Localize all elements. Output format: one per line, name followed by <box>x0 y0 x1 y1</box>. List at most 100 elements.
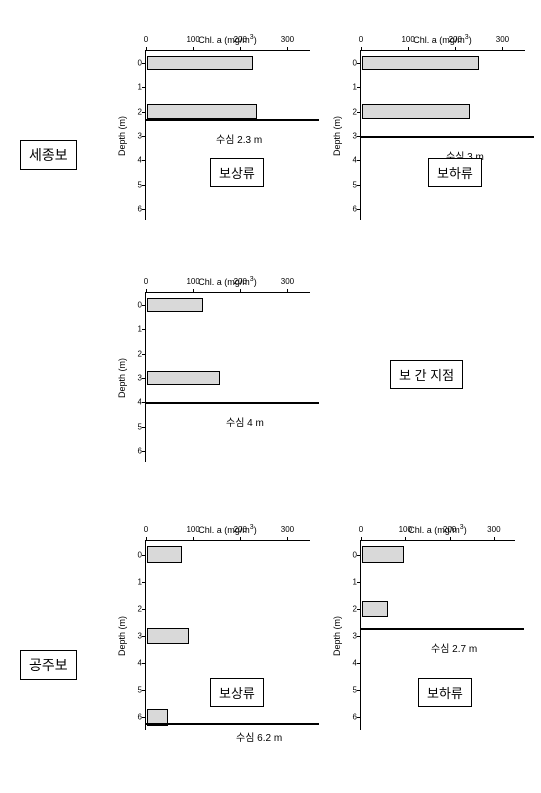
x-tick-label: 200 <box>234 525 247 534</box>
x-tick-label: 200 <box>234 35 247 44</box>
x-tick-label: 0 <box>144 35 148 44</box>
y-tick <box>357 112 361 113</box>
depth-line-label: 수심 2.7 m <box>431 640 477 655</box>
y-tick <box>357 663 361 664</box>
y-tick-label: 3 <box>345 132 357 141</box>
chart-c1: Chl. a (mg/m3)01002003000123456Depth (m)… <box>145 50 310 240</box>
x-tick <box>450 537 451 541</box>
y-tick-label: 2 <box>130 604 142 613</box>
x-tick <box>193 47 194 51</box>
chart-bar <box>362 601 389 617</box>
y-tick-label: 2 <box>345 107 357 116</box>
y-tick-label: 6 <box>130 204 142 213</box>
y-tick-label: 4 <box>345 156 357 165</box>
chart-bar <box>362 546 404 562</box>
y-tick-label: 2 <box>130 349 142 358</box>
row-label: 세종보 <box>20 140 77 170</box>
y-tick-label: 4 <box>130 398 142 407</box>
y-tick <box>357 63 361 64</box>
x-tick <box>146 47 147 51</box>
x-tick <box>193 289 194 293</box>
y-tick-label: 5 <box>130 422 142 431</box>
y-tick <box>142 451 146 452</box>
chart-bar <box>147 104 258 119</box>
y-axis-title: Depth (m) <box>332 116 342 156</box>
panel-label: 보하류 <box>418 678 472 707</box>
x-tick <box>193 537 194 541</box>
y-tick-label: 4 <box>130 156 142 165</box>
y-tick-label: 5 <box>345 686 357 695</box>
depth-line <box>146 402 319 404</box>
y-tick-label: 5 <box>130 180 142 189</box>
panel-label: 보상류 <box>210 158 264 187</box>
y-tick-label: 5 <box>130 686 142 695</box>
y-tick <box>142 354 146 355</box>
y-tick <box>142 663 146 664</box>
plot-area: 01002003000123456Depth (m)수심 2.3 m <box>145 50 310 220</box>
y-tick-label: 1 <box>130 325 142 334</box>
y-tick <box>142 555 146 556</box>
plot-area: 01002003000123456Depth (m)수심 4 m <box>145 292 310 462</box>
y-tick <box>142 87 146 88</box>
y-tick-label: 2 <box>130 107 142 116</box>
chart-bar <box>147 298 204 313</box>
chart-bar <box>362 104 470 119</box>
y-axis-title: Depth (m) <box>117 116 127 156</box>
x-tick <box>240 289 241 293</box>
y-tick <box>142 305 146 306</box>
chart-c2: Chl. a (mg/m3)01002003000123456Depth (m)… <box>360 50 525 240</box>
x-tick <box>455 47 456 51</box>
y-tick <box>357 582 361 583</box>
y-tick-label: 0 <box>130 301 142 310</box>
y-tick-label: 0 <box>130 59 142 68</box>
y-tick <box>142 582 146 583</box>
x-tick <box>494 537 495 541</box>
y-tick-label: 4 <box>345 659 357 668</box>
y-axis-title: Depth (m) <box>117 616 127 656</box>
y-tick <box>142 112 146 113</box>
chart-c4: Chl. a (mg/m3)01002003000123456Depth (m)… <box>145 540 310 750</box>
y-tick <box>142 609 146 610</box>
x-tick <box>361 537 362 541</box>
y-tick <box>357 636 361 637</box>
y-tick-label: 3 <box>130 632 142 641</box>
x-tick <box>240 47 241 51</box>
y-tick <box>357 185 361 186</box>
x-tick <box>361 47 362 51</box>
x-tick-label: 0 <box>144 525 148 534</box>
y-tick <box>357 160 361 161</box>
x-tick <box>146 537 147 541</box>
chart-bar <box>147 628 189 644</box>
plot-area: 01002003000123456Depth (m)수심 3 m <box>360 50 525 220</box>
x-tick <box>287 537 288 541</box>
y-tick-label: 3 <box>130 374 142 383</box>
x-tick-label: 0 <box>359 525 363 534</box>
chart-c3: Chl. a (mg/m3)01002003000123456Depth (m)… <box>145 292 310 482</box>
y-tick <box>142 690 146 691</box>
x-tick-label: 300 <box>281 35 294 44</box>
y-tick-label: 0 <box>345 550 357 559</box>
x-tick-label: 300 <box>496 35 509 44</box>
y-tick-label: 0 <box>345 59 357 68</box>
chart-bar <box>362 56 480 71</box>
y-tick <box>357 87 361 88</box>
x-tick-label: 100 <box>399 525 412 534</box>
x-tick-label: 200 <box>449 35 462 44</box>
y-tick-label: 4 <box>130 659 142 668</box>
y-tick-label: 3 <box>130 132 142 141</box>
x-tick-label: 100 <box>186 277 199 286</box>
chart-c5: Chl. a (mg/m3)01002003000123456Depth (m)… <box>360 540 515 750</box>
x-tick-label: 0 <box>359 35 363 44</box>
y-tick <box>357 609 361 610</box>
x-tick <box>287 47 288 51</box>
chart-bar <box>147 56 253 71</box>
chart-bar <box>147 546 182 562</box>
side-label: 보 간 지점 <box>390 360 463 389</box>
y-tick-label: 3 <box>345 632 357 641</box>
depth-line-label: 수심 6.2 m <box>236 729 282 744</box>
y-tick <box>142 63 146 64</box>
x-tick-label: 200 <box>443 525 456 534</box>
y-tick-label: 1 <box>130 83 142 92</box>
y-tick <box>142 378 146 379</box>
y-tick <box>142 636 146 637</box>
